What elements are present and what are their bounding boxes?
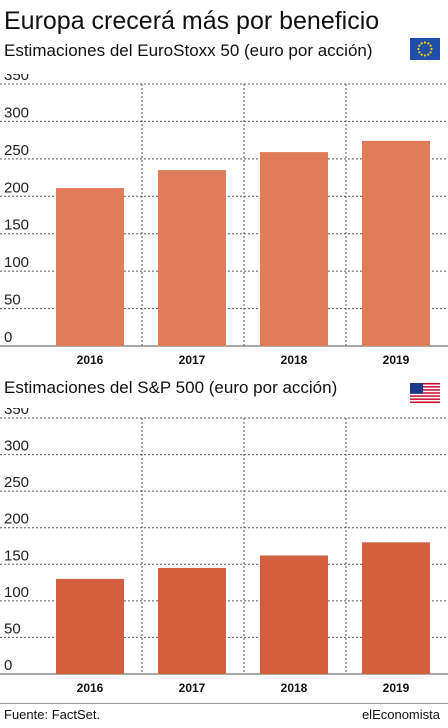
sp-ytick-label: 300 <box>4 438 29 455</box>
sp-bar-2019 <box>362 542 430 674</box>
sp-ytick-label: 250 <box>4 474 29 491</box>
sp-bar-2018 <box>260 555 328 674</box>
page-title: Europa crecerá más por beneficio <box>4 7 380 35</box>
footer-divider <box>0 703 448 704</box>
source-note: Fuente: FactSet. <box>4 707 101 722</box>
eu-flag-icon <box>410 38 440 60</box>
brand-logo: elEconomista <box>361 707 440 722</box>
sp-xtick-label: 2018 <box>281 681 308 695</box>
eu-ytick-label: 50 <box>4 292 21 309</box>
eu-xtick-label: 2019 <box>383 353 410 367</box>
chart-eu-title: Estimaciones del EuroStoxx 50 (euro por … <box>4 41 373 60</box>
eu-bar-2019 <box>362 140 430 346</box>
us-flag-icon <box>410 383 440 403</box>
eu-bar-2016 <box>56 188 124 346</box>
sp-xtick-label: 2017 <box>179 681 206 695</box>
eu-bar-2018 <box>260 152 328 346</box>
sp-xtick-label: 2019 <box>383 681 410 695</box>
sp-ytick-label: 0 <box>4 657 12 674</box>
eu-ytick-label: 350 <box>4 74 29 84</box>
eu-ytick-label: 300 <box>4 104 29 121</box>
eu-ytick-label: 0 <box>4 329 12 346</box>
sp-bar-2017 <box>158 567 226 674</box>
eu-xtick-label: 2018 <box>281 353 308 367</box>
eu-xtick-label: 2016 <box>77 353 104 367</box>
eu-xtick-label: 2017 <box>179 353 206 367</box>
chart-sp500: 0 50 100 150 200 250 300 350 2016 2017 2018 2019 <box>0 408 448 695</box>
sp-ytick-label: 100 <box>4 584 29 601</box>
chart-sp-title: Estimaciones del S&P 500 (euro por acció… <box>4 378 338 397</box>
sp-ytick-label: 50 <box>4 620 21 637</box>
eu-ytick-label: 100 <box>4 254 29 271</box>
eu-ytick-label: 200 <box>4 179 29 196</box>
eu-bar-2017 <box>158 170 226 346</box>
eu-ytick-label: 150 <box>4 217 29 234</box>
sp-ytick-label: 350 <box>4 408 29 418</box>
sp-ytick-label: 200 <box>4 511 29 528</box>
sp-bar-2016 <box>56 578 124 674</box>
sp-ytick-label: 150 <box>4 547 29 564</box>
eu-ytick-label: 250 <box>4 142 29 159</box>
chart-eurostoxx: 0 50 100 150 200 250 300 350 2016 2017 2018 2019 <box>0 74 448 367</box>
sp-xtick-label: 2016 <box>77 681 104 695</box>
